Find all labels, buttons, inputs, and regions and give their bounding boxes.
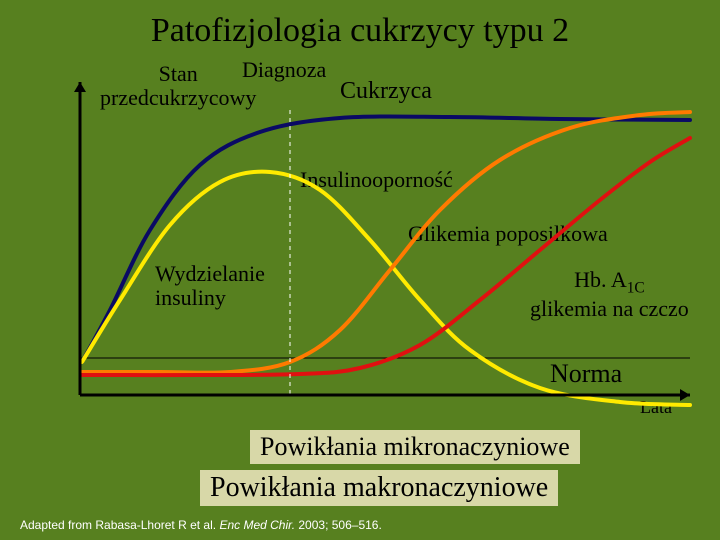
curve-postprandial-glycemia [82,112,690,373]
chart-canvas [0,0,720,540]
curve-insulin-resistance [82,116,690,362]
x-axis-arrow [680,389,690,401]
curve-insulin-secretion [82,172,690,405]
y-axis-arrow [74,82,86,92]
